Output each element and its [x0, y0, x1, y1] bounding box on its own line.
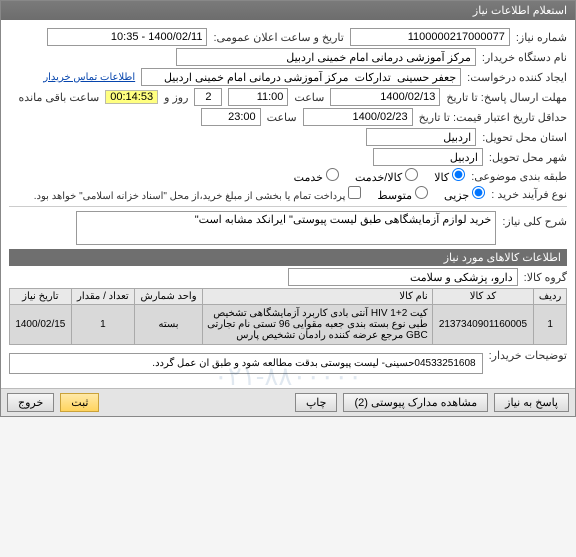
- window-title: استعلام اطلاعات نیاز: [473, 5, 567, 17]
- items-table: ردیف کد کالا نام کالا واحد شمارش تعداد /…: [9, 288, 567, 345]
- reply-button[interactable]: پاسخ به نیاز: [494, 393, 569, 412]
- titlebar: استعلام اطلاعات نیاز: [1, 1, 575, 20]
- valid-label: حداقل تاریخ اعتبار قیمت: تا تاریخ: [419, 111, 567, 124]
- deliver-city-label: شهر محل تحویل:: [489, 151, 567, 164]
- buyer-input[interactable]: [176, 48, 476, 66]
- buyer-desc-label: توضیحات خریدار:: [489, 349, 567, 362]
- radio-goods-label[interactable]: کالا: [434, 168, 465, 184]
- creator-label: ایجاد کننده درخواست:: [467, 71, 567, 84]
- form-content: شماره نیاز: تاریخ و ساعت اعلان عمومی: نا…: [1, 20, 575, 388]
- radio-mid-label[interactable]: متوسط: [377, 186, 428, 202]
- radio-goodservice[interactable]: [405, 168, 418, 181]
- group-input[interactable]: [288, 268, 518, 286]
- col-idx: ردیف: [534, 289, 567, 305]
- save-button[interactable]: ثبت: [60, 393, 99, 412]
- radio-service[interactable]: [326, 168, 339, 181]
- countdown: 00:14:53: [105, 90, 158, 104]
- buyer-label: نام دستگاه خریدار:: [482, 51, 567, 64]
- treasury-checkbox[interactable]: [348, 186, 361, 199]
- cell-unit: بسته: [135, 305, 203, 345]
- group-label: گروه کالا:: [524, 271, 567, 284]
- announce-label: تاریخ و ساعت اعلان عمومی:: [213, 31, 343, 44]
- col-qty: تعداد / مقدار: [71, 289, 134, 305]
- cell-date: 1400/02/15: [10, 305, 72, 345]
- table-header-row: ردیف کد کالا نام کالا واحد شمارش تعداد /…: [10, 289, 567, 305]
- valid-time-input[interactable]: [201, 108, 261, 126]
- radio-service-label[interactable]: خدمت: [294, 168, 339, 184]
- button-bar: پاسخ به نیاز مشاهده مدارک پیوستی (2) چاپ…: [1, 388, 575, 416]
- col-unit: واحد شمارش: [135, 289, 203, 305]
- deliver-prov-label: استان محل تحویل:: [482, 131, 567, 144]
- contact-link[interactable]: اطلاعات تماس خریدار: [43, 72, 135, 83]
- deliver-prov-input[interactable]: [366, 128, 476, 146]
- deliver-city-input[interactable]: [373, 148, 483, 166]
- summary-label: شرح کلی نیاز:: [502, 215, 567, 228]
- col-code: کد کالا: [432, 289, 534, 305]
- cell-qty: 1: [71, 305, 134, 345]
- exit-button[interactable]: خروج: [7, 393, 54, 412]
- valid-date-input[interactable]: [303, 108, 413, 126]
- cell-code: 2137340901160005: [432, 305, 534, 345]
- cell-name: کیت HIV 1+2 آنتی بادی کاربرد آزمایشگاهی …: [202, 305, 432, 345]
- reply-date-input[interactable]: [330, 88, 440, 106]
- budget-label: طبقه بندی موضوعی:: [471, 170, 567, 183]
- radio-goods[interactable]: [452, 168, 465, 181]
- radio-goodservice-label[interactable]: کالا/خدمت: [355, 168, 418, 184]
- cell-idx: 1: [534, 305, 567, 345]
- need-no-input[interactable]: [350, 28, 510, 46]
- radio-low-label[interactable]: جزیی: [444, 186, 485, 202]
- remain-days-label: روز و: [164, 91, 188, 104]
- remain-suffix: ساعت باقی مانده: [19, 91, 100, 104]
- creator-input[interactable]: [141, 68, 461, 86]
- need-no-label: شماره نیاز:: [516, 31, 567, 44]
- remain-days-input: [194, 88, 222, 106]
- process-note-check[interactable]: پرداخت تمام یا بخشی از مبلغ خرید،از محل …: [34, 186, 362, 202]
- attach-button[interactable]: مشاهده مدارک پیوستی (2): [343, 393, 488, 412]
- col-date: تاریخ نیاز: [10, 289, 72, 305]
- radio-low[interactable]: [472, 186, 485, 199]
- table-row[interactable]: 1 2137340901160005 کیت HIV 1+2 آنتی بادی…: [10, 305, 567, 345]
- reply-deadline-label: مهلت ارسال پاسخ: تا تاریخ: [446, 91, 567, 104]
- buyer-desc-box: 04533251608حسینی- لیست پیوستی بدقت مطالع…: [9, 353, 483, 374]
- window: استعلام اطلاعات نیاز شماره نیاز: تاریخ و…: [0, 0, 576, 417]
- separator: [9, 206, 567, 207]
- print-button[interactable]: چاپ: [295, 393, 338, 412]
- time-label-2: ساعت: [267, 111, 297, 124]
- radio-mid[interactable]: [415, 186, 428, 199]
- col-name: نام کالا: [202, 289, 432, 305]
- time-label-1: ساعت: [294, 91, 324, 104]
- reply-time-input[interactable]: [228, 88, 288, 106]
- summary-textarea[interactable]: [76, 211, 496, 245]
- process-label: نوع فرآیند خرید :: [491, 188, 567, 201]
- announce-input[interactable]: [47, 28, 207, 46]
- items-section-header: اطلاعات کالاهای مورد نیاز: [9, 249, 567, 266]
